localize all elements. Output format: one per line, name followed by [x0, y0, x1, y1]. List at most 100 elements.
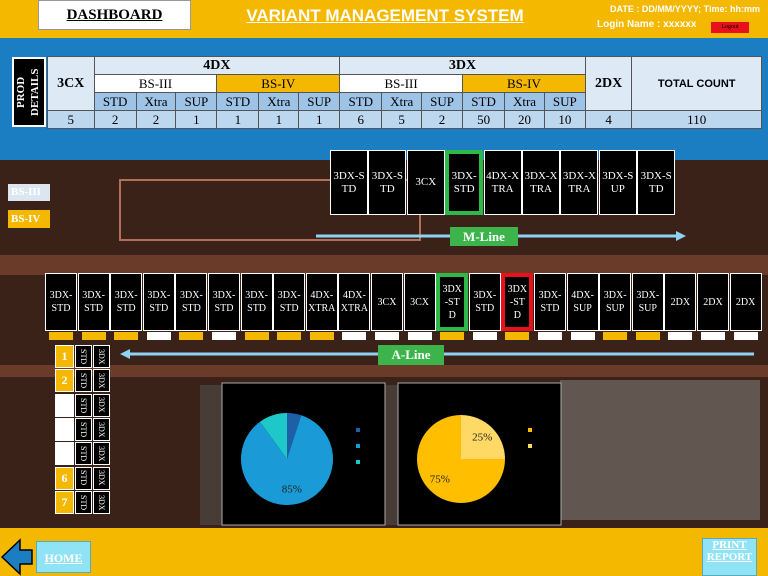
m-line-cell: 3DX-STD	[368, 150, 407, 215]
emission-header: BS-III	[93, 74, 218, 93]
queue-number: 6	[55, 466, 74, 490]
a-line-tab	[668, 332, 693, 340]
a-line-label: A-Line	[378, 345, 444, 365]
a-line-cell: 2DX	[664, 273, 697, 331]
a-line-tab	[635, 332, 660, 340]
count-cell: 10	[543, 110, 586, 129]
arrow-head	[120, 349, 130, 359]
app-title: VARIANT MANAGEMENT SYSTEM	[246, 6, 524, 25]
count-cell: 6	[339, 110, 383, 129]
group-header: 3CX	[47, 56, 95, 111]
a-line-tab	[244, 332, 269, 340]
a-line-cell: 3DX-STD	[175, 273, 208, 331]
a-line-cell: 3DX-STD	[142, 273, 175, 331]
queue-cell: 3DX	[93, 490, 110, 514]
m-line-label: M-Line	[450, 227, 518, 246]
variant-header: Xtra	[258, 92, 300, 111]
queue-cell: 3DX	[93, 393, 110, 417]
a-line-tab	[701, 332, 725, 340]
a-line-cell: 3CX	[371, 273, 403, 331]
back-arrow[interactable]	[0, 538, 34, 576]
a-line-tab	[114, 332, 139, 340]
variant-header: Xtra	[504, 92, 545, 111]
variant-header: SUP	[421, 92, 464, 111]
a-line-tab	[733, 332, 758, 340]
floor-block	[200, 385, 550, 525]
a-line-cell: 4DX-SUP	[566, 273, 599, 331]
a-line-tab	[440, 332, 465, 340]
emission-header: BS-IV	[216, 74, 341, 93]
floor-block	[560, 380, 760, 520]
group-header: TOTAL COUNT	[631, 56, 762, 111]
m-line-cell: 3DX-XTRA	[560, 150, 599, 215]
home-button[interactable]: HOME	[36, 541, 91, 573]
a-line-cell: 3DX-STD	[273, 273, 306, 331]
a-line-cell: 3DX-STD	[208, 273, 240, 331]
prod-table: 3CX 4DX 3DX 2DX TOTAL COUNT BS-III BS-IV BS-III…	[47, 56, 762, 129]
queue-cell: 3DX	[93, 466, 110, 490]
table-row: BS-III BS-IV BS-III BS-IV	[48, 74, 762, 93]
variant-header: STD	[462, 92, 506, 111]
variant-header: STD	[93, 92, 137, 111]
count-cell: 2	[421, 110, 464, 129]
a-line-tab	[81, 332, 106, 340]
m-line-cell: 3DX-XTRA	[522, 150, 560, 215]
date-time: DATE : DD/MM/YYYY; Time: hh:mm	[609, 4, 760, 14]
queue-number: 3	[55, 393, 74, 417]
a-line-cell: 3DX-STD	[534, 273, 566, 331]
floor-plan	[0, 160, 768, 528]
m-line-cell: 3DX-STD	[330, 150, 368, 215]
queue-number: 2	[55, 369, 74, 393]
queue-number: 4	[55, 417, 74, 441]
count-cell: 4	[584, 110, 633, 129]
a-line-cell: 2DX	[729, 273, 762, 331]
table-row: 5 2 2 1 1 1 1 6 5 2 50 20 10 4 110	[47, 110, 762, 129]
count-cell: 110	[631, 110, 762, 129]
floor-lane	[0, 365, 768, 377]
group-header: 4DX	[93, 56, 341, 75]
count-cell: 50	[462, 110, 506, 129]
emission-header: BS-IV	[462, 74, 586, 93]
a-line-tab	[375, 332, 399, 340]
count-cell: 1	[216, 110, 260, 129]
login-name: Login Name : xxxxxx	[597, 19, 697, 30]
dashboard-button[interactable]: DASHBOARD	[38, 0, 191, 30]
a-line-tab	[49, 332, 73, 340]
a-line-cell: 4DX-XTRA	[305, 273, 338, 331]
a-line-cell: 3DX-STD	[77, 273, 110, 331]
queue-cell: 3DX	[93, 345, 110, 368]
m-line-cell: 3DX-SUP	[598, 150, 637, 215]
a-line-cell: 3DX-STD	[436, 273, 469, 331]
a-line-tab	[407, 332, 432, 340]
variant-header: SUP	[543, 92, 586, 111]
print-report-button[interactable]: PRINT REPORT	[702, 538, 757, 576]
m-line-cell: 3CX	[406, 150, 445, 215]
count-cell: 2	[93, 110, 137, 129]
logout-button[interactable]: Logout	[711, 22, 749, 33]
a-line-tab	[277, 332, 302, 340]
m-line-cell: 3DX-STD	[445, 150, 484, 215]
a-line-tab	[342, 332, 367, 340]
m-line-cell: 4DX-XTRA	[483, 150, 522, 215]
legend-bs4: BS-IV	[8, 210, 50, 228]
table-row: 3CX 4DX 3DX 2DX TOTAL COUNT	[47, 56, 762, 111]
queue-cell: STD	[75, 466, 92, 490]
a-line-cell: 3DX-SUP	[599, 273, 632, 331]
variant-header: Xtra	[135, 92, 177, 111]
a-line-tab	[538, 332, 562, 340]
queue-cell: STD	[75, 417, 92, 441]
emission-header: BS-III	[339, 74, 464, 93]
footer-bar	[0, 528, 768, 576]
a-line-cell: 3DX-STD	[240, 273, 273, 331]
a-line-tab	[505, 332, 530, 340]
arrow-head	[676, 231, 686, 241]
legend-bs3: BS-III	[8, 184, 50, 201]
queue-cell: STD	[75, 345, 92, 368]
a-line-cell: 4DX-XTRA	[338, 273, 371, 331]
count-cell: 1	[258, 110, 300, 129]
a-line-tab	[472, 332, 497, 340]
a-line-cell: 3DX-STD	[45, 273, 77, 331]
count-cell: 20	[504, 110, 545, 129]
count-cell: 1	[175, 110, 218, 129]
variant-header: SUP	[298, 92, 341, 111]
